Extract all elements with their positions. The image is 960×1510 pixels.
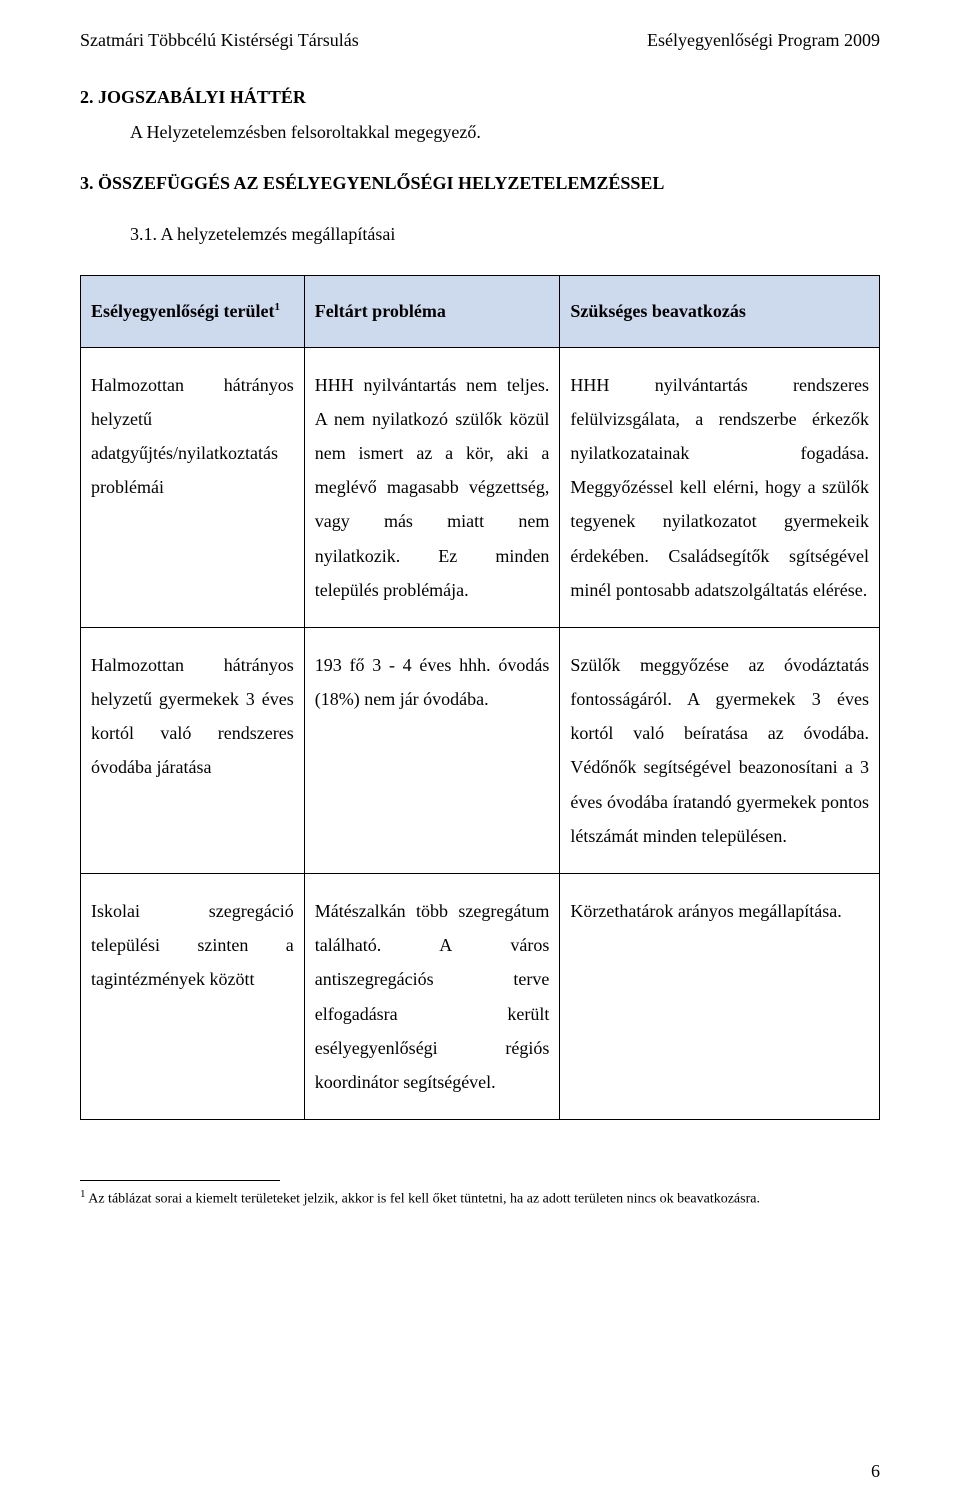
- cell-problem: Mátészalkán több szegregátum található. …: [304, 874, 560, 1120]
- document-page: Szatmári Többcélú Kistérségi Társulás Es…: [0, 0, 960, 1510]
- table-row: Halmozottan hátrányos helyzetű adatgyűjt…: [81, 347, 880, 627]
- running-header-right: Esélyegyenlőségi Program 2009: [647, 30, 880, 51]
- cell-problem: HHH nyilvántartás nem teljes. A nem nyil…: [304, 347, 560, 627]
- table-row: Iskolai szegregáció települési szinten a…: [81, 874, 880, 1120]
- cell-intervention: Szülők meggyőzése az óvodáztatás fontoss…: [560, 627, 880, 873]
- section-2-body: A Helyzetelemzésben felsoroltakkal megeg…: [130, 122, 880, 143]
- cell-area: Halmozottan hátrányos helyzetű adatgyűjt…: [81, 347, 305, 627]
- cell-area: Halmozottan hátrányos helyzetű gyermekek…: [81, 627, 305, 873]
- footnote-rule: [80, 1180, 280, 1181]
- table-header-row: Esélyegyenlőségi terület1 Feltárt problé…: [81, 276, 880, 348]
- footnote: 1 Az táblázat sorai a kiemelt területeke…: [80, 1187, 880, 1209]
- section-3-title: 3. ÖSSZEFÜGGÉS AZ ESÉLYEGYENLŐSÉGI HELYZ…: [80, 173, 880, 194]
- footnote-text: Az táblázat sorai a kiemelt területeket …: [86, 1192, 760, 1207]
- running-header: Szatmári Többcélú Kistérségi Társulás Es…: [80, 30, 880, 51]
- cell-intervention: Körzethatárok arányos megállapítása.: [560, 874, 880, 1120]
- col-header-intervention: Szükséges beavatkozás: [560, 276, 880, 348]
- findings-table: Esélyegyenlőségi terület1 Feltárt problé…: [80, 275, 880, 1120]
- table-row: Halmozottan hátrányos helyzetű gyermekek…: [81, 627, 880, 873]
- section-2-title: 2. JOGSZABÁLYI HÁTTÉR: [80, 87, 880, 108]
- section-3-1-title: 3.1. A helyzetelemzés megállapításai: [130, 224, 880, 245]
- cell-intervention: HHH nyilvántartás rendszeres felülvizsgá…: [560, 347, 880, 627]
- col-header-problem: Feltárt probléma: [304, 276, 560, 348]
- cell-problem: 193 fő 3 - 4 éves hhh. óvodás (18%) nem …: [304, 627, 560, 873]
- footnote-marker-header: 1: [274, 301, 280, 313]
- running-header-left: Szatmári Többcélú Kistérségi Társulás: [80, 30, 359, 51]
- cell-area: Iskolai szegregáció települési szinten a…: [81, 874, 305, 1120]
- col-header-area-text: Esélyegyenlőségi terület: [91, 301, 274, 321]
- page-number: 6: [871, 1461, 880, 1482]
- col-header-area: Esélyegyenlőségi terület1: [81, 276, 305, 348]
